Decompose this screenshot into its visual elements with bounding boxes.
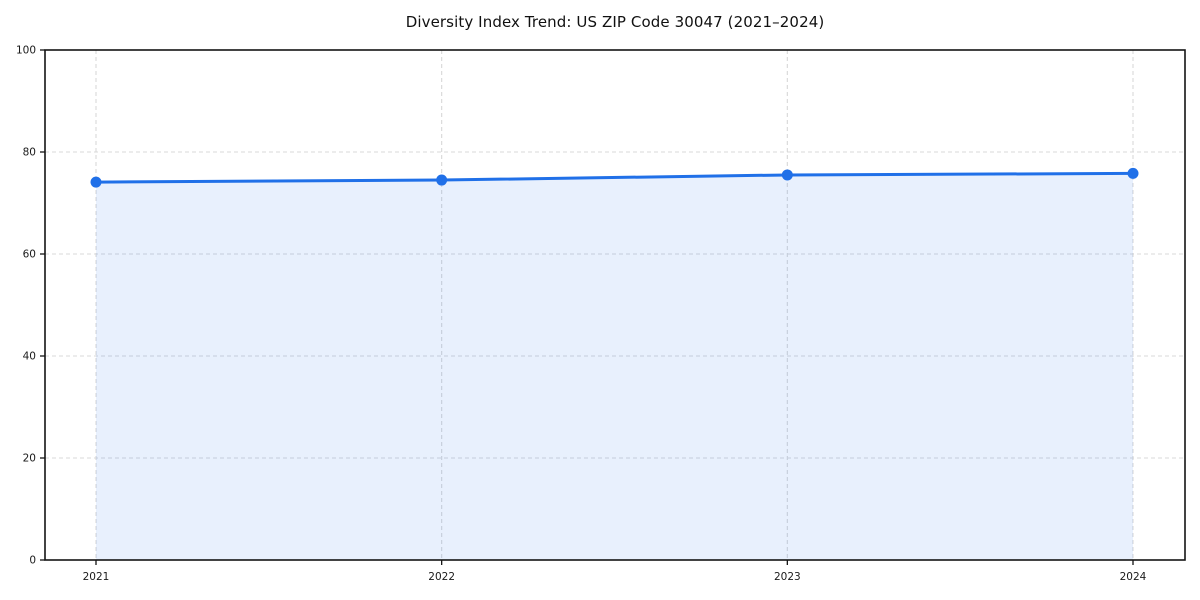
data-point-marker	[1127, 167, 1139, 179]
trend-line	[94, 171, 1135, 184]
x-axis-tick-label: 2023	[774, 571, 801, 583]
data-point-marker	[90, 176, 102, 188]
x-axis-tick-label: 2021	[83, 571, 110, 583]
x-axis-tick-label: 2024	[1120, 571, 1147, 583]
x-axis-tick-label: 2022	[428, 571, 455, 583]
area-fill	[96, 173, 1133, 561]
y-axis-tick-label: 20	[23, 453, 36, 465]
y-axis-tick-label: 60	[23, 249, 36, 261]
y-axis-tick-label: 40	[23, 351, 36, 363]
y-axis-tick-label: 100	[16, 45, 36, 57]
data-point-marker	[781, 169, 793, 181]
y-axis-tick-label: 80	[23, 147, 36, 159]
y-axis-tick-label: 0	[29, 555, 36, 567]
data-point-marker	[436, 174, 448, 186]
plot-border	[44, 49, 1186, 561]
chart-title: Diversity Index Trend: US ZIP Code 30047…	[405, 13, 825, 31]
